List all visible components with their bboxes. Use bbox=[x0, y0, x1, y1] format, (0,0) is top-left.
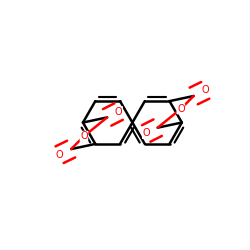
Text: O: O bbox=[142, 128, 150, 138]
Text: O: O bbox=[177, 104, 185, 114]
Text: O: O bbox=[202, 85, 209, 95]
Text: O: O bbox=[56, 150, 64, 160]
Text: O: O bbox=[115, 106, 122, 117]
Text: O: O bbox=[80, 131, 88, 141]
